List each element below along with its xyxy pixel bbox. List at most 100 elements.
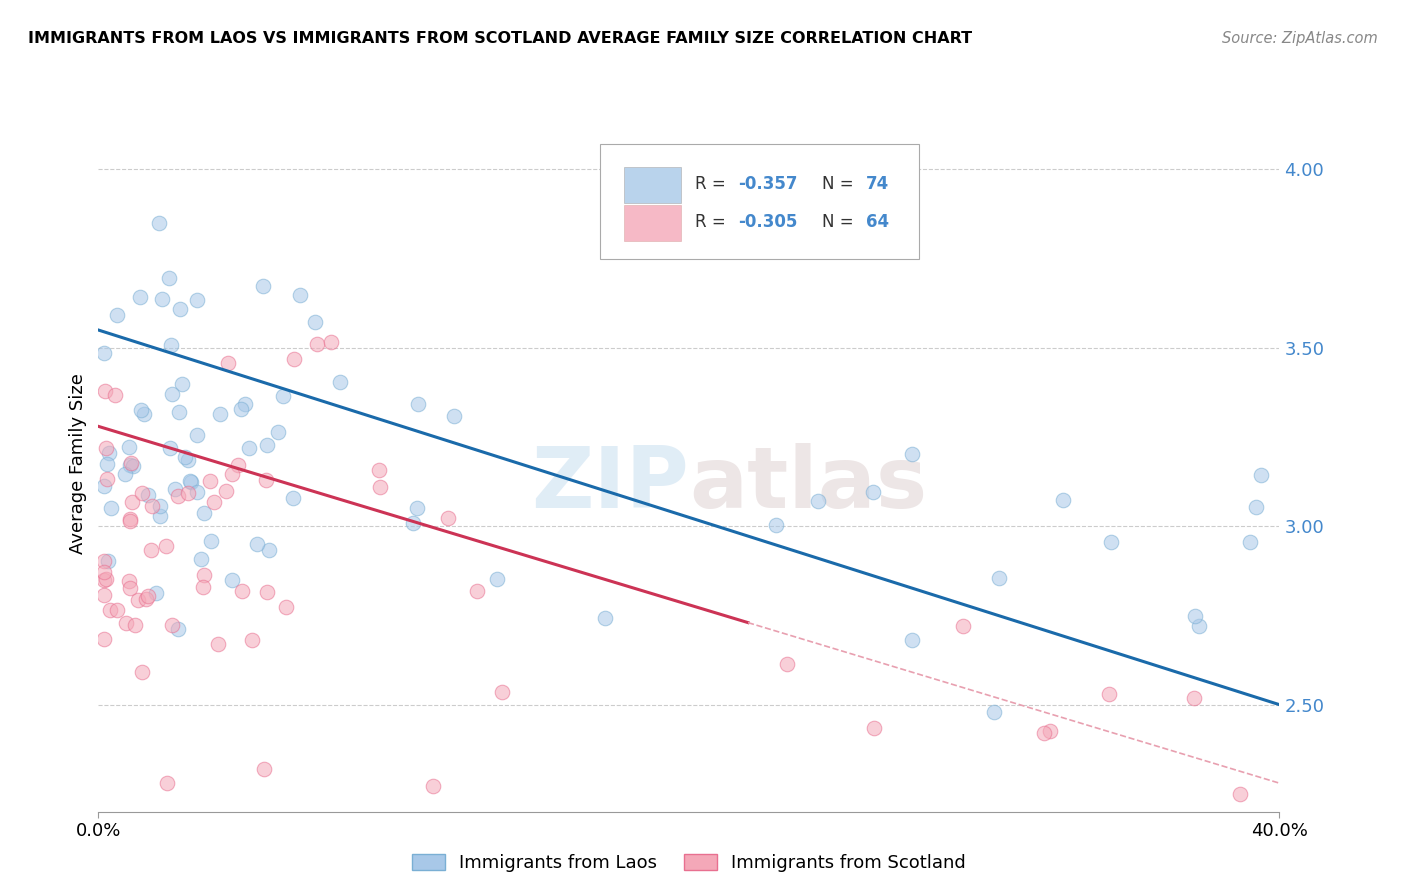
Point	[149, 509, 172, 524]
Point	[229, 402, 252, 417]
Point	[329, 375, 352, 389]
Point	[94, 384, 117, 399]
Point	[242, 632, 264, 647]
Text: R =: R =	[695, 175, 731, 194]
Text: R =: R =	[695, 213, 731, 231]
Point	[1188, 619, 1211, 633]
Point	[93, 346, 115, 360]
Point	[118, 440, 141, 454]
Point	[172, 376, 194, 391]
Point	[193, 568, 215, 582]
Point	[319, 334, 342, 349]
Text: ZIP: ZIP	[531, 443, 689, 526]
Text: -0.305: -0.305	[738, 213, 799, 231]
Text: N =: N =	[823, 213, 859, 231]
Point	[156, 776, 179, 790]
Point	[105, 603, 128, 617]
Point	[141, 499, 163, 513]
Point	[775, 657, 797, 671]
Point	[120, 581, 142, 595]
FancyBboxPatch shape	[624, 205, 681, 241]
Point	[863, 721, 886, 735]
Point	[267, 425, 290, 439]
Point	[288, 287, 311, 301]
Point	[221, 574, 243, 588]
Point	[96, 441, 118, 455]
Point	[443, 409, 465, 424]
Point	[98, 446, 121, 460]
Point	[1039, 723, 1062, 738]
Point	[1239, 534, 1261, 549]
Text: 74: 74	[866, 175, 890, 194]
FancyBboxPatch shape	[600, 144, 920, 259]
Point	[226, 458, 249, 473]
Point	[983, 705, 1005, 719]
Point	[1182, 691, 1205, 706]
Point	[135, 591, 157, 606]
Point	[173, 450, 195, 465]
Point	[93, 588, 115, 602]
Point	[465, 584, 488, 599]
Point	[1099, 534, 1122, 549]
Text: atlas: atlas	[689, 443, 927, 526]
Point	[1032, 726, 1054, 740]
Point	[136, 589, 159, 603]
Point	[221, 467, 243, 481]
Point	[97, 554, 120, 568]
Point	[276, 600, 298, 615]
Legend: Immigrants from Laos, Immigrants from Scotland: Immigrants from Laos, Immigrants from Sc…	[405, 847, 973, 880]
Point	[165, 482, 187, 496]
Point	[186, 293, 208, 308]
Point	[485, 572, 508, 586]
Point	[207, 638, 229, 652]
Point	[93, 479, 115, 493]
Point	[167, 405, 190, 419]
Point	[231, 583, 253, 598]
Point	[157, 271, 180, 285]
Point	[202, 495, 225, 509]
Point	[283, 352, 305, 367]
Point	[436, 510, 458, 524]
Point	[177, 452, 200, 467]
Point	[256, 438, 278, 452]
Point	[305, 337, 328, 351]
Point	[169, 301, 191, 316]
Point	[107, 308, 129, 322]
Point	[406, 500, 429, 515]
Point	[1052, 493, 1074, 508]
Point	[238, 441, 260, 455]
Point	[120, 456, 142, 470]
Point	[186, 485, 208, 500]
Point	[96, 472, 118, 486]
Point	[145, 586, 167, 600]
FancyBboxPatch shape	[624, 167, 681, 203]
Point	[167, 489, 190, 503]
Point	[179, 474, 201, 488]
Point	[304, 315, 326, 329]
Point	[93, 573, 115, 587]
Point	[160, 617, 183, 632]
Point	[402, 516, 425, 530]
Point	[131, 665, 153, 679]
Point	[131, 486, 153, 500]
Point	[1098, 687, 1121, 701]
Point	[122, 458, 145, 473]
Point	[246, 537, 269, 551]
Point	[162, 386, 184, 401]
Point	[256, 585, 278, 599]
Point	[1244, 500, 1267, 514]
Point	[94, 572, 117, 586]
Point	[807, 494, 830, 508]
Text: Source: ZipAtlas.com: Source: ZipAtlas.com	[1222, 31, 1378, 46]
Point	[120, 458, 142, 472]
Point	[198, 474, 221, 488]
Point	[138, 488, 160, 502]
Point	[98, 603, 121, 617]
Point	[150, 292, 173, 306]
Point	[491, 684, 513, 698]
Point	[406, 397, 429, 411]
Text: -0.357: -0.357	[738, 175, 799, 194]
Point	[862, 485, 884, 500]
Point	[118, 511, 141, 525]
Point	[901, 633, 924, 648]
